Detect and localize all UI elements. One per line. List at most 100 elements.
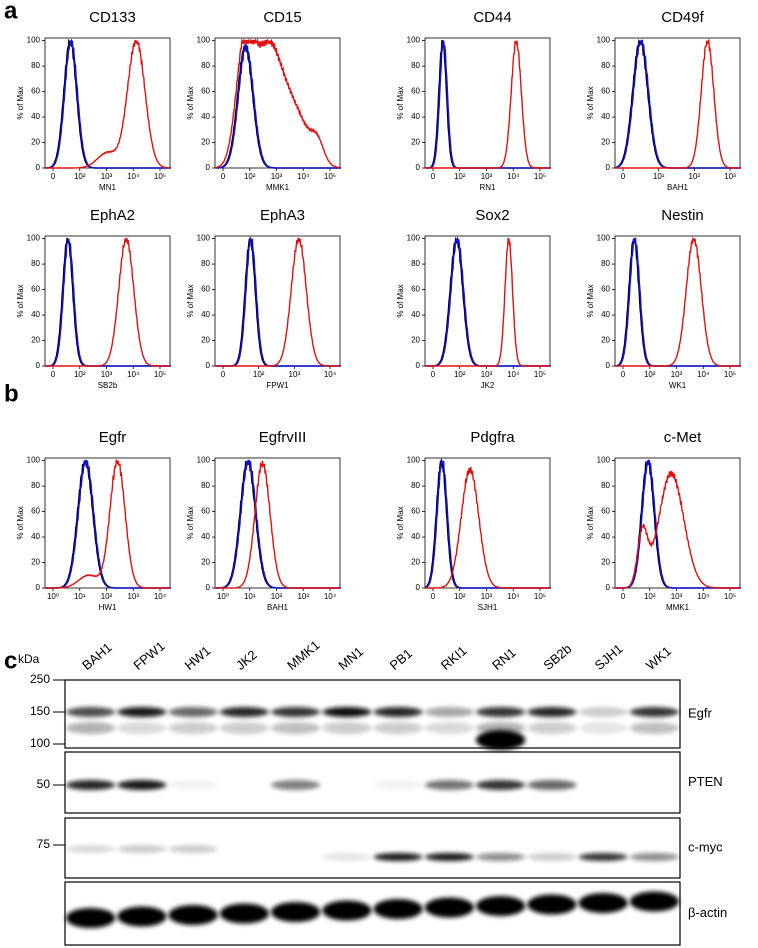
blot-strip xyxy=(64,751,681,814)
y-tick-label: 0 xyxy=(206,163,211,172)
histogram-title: Pdgfra xyxy=(470,429,515,446)
band xyxy=(66,707,116,717)
band xyxy=(629,853,679,861)
band xyxy=(271,722,321,734)
sample-label: BAH1 xyxy=(267,603,288,612)
y-axis-label: % of Max xyxy=(396,506,405,539)
band xyxy=(629,707,679,717)
x-tick-label: 10³ xyxy=(289,370,301,379)
x-tick-label: 10² xyxy=(454,370,466,379)
band xyxy=(476,780,526,790)
band xyxy=(66,722,116,734)
y-tick-label: 60 xyxy=(31,285,40,294)
y-tick-label: 100 xyxy=(407,456,421,465)
band xyxy=(219,707,269,717)
x-tick-label: 10² xyxy=(74,370,86,379)
control-curve xyxy=(425,40,550,169)
x-tick-label: 10⁴ xyxy=(297,172,310,181)
y-tick-label: 100 xyxy=(407,234,421,243)
band-label: Egfr xyxy=(688,705,713,720)
sample-label: MN1 xyxy=(99,183,116,192)
lane-label: BAH1 xyxy=(79,640,115,673)
y-tick-label: 20 xyxy=(201,558,210,567)
y-tick-label: 60 xyxy=(601,507,610,516)
marker-curve xyxy=(425,40,550,169)
x-tick-label: 10² xyxy=(74,172,86,181)
lane-label: MMK1 xyxy=(284,637,322,673)
band xyxy=(168,780,218,790)
x-tick-label: 10⁴ xyxy=(324,370,337,379)
lane-label: WK1 xyxy=(643,643,674,673)
band xyxy=(424,722,474,734)
y-tick-label: 20 xyxy=(411,138,420,147)
x-tick-label: 10⁴ xyxy=(697,592,710,601)
y-tick-label: 0 xyxy=(416,163,421,172)
x-tick-label: 10³ xyxy=(481,172,493,181)
band xyxy=(629,722,679,734)
y-tick-label: 40 xyxy=(31,112,40,121)
y-axis-label: % of Max xyxy=(186,86,195,119)
y-axis-label: % of Max xyxy=(586,284,595,317)
y-tick-label: 60 xyxy=(201,507,210,516)
y-tick-label: 80 xyxy=(31,481,40,490)
band xyxy=(322,853,372,861)
x-tick-label: 10³ xyxy=(481,592,493,601)
band xyxy=(424,853,474,861)
lane-label: JK2 xyxy=(233,647,260,673)
band xyxy=(578,853,628,861)
blot-strip xyxy=(64,817,681,879)
plot-frame xyxy=(214,37,341,169)
x-tick-label: 10² xyxy=(454,592,466,601)
band xyxy=(629,891,679,912)
y-tick-label: 60 xyxy=(411,285,420,294)
y-tick-label: 60 xyxy=(31,87,40,96)
band xyxy=(168,905,218,925)
y-tick-label: 100 xyxy=(27,234,41,243)
lane-label: FPW1 xyxy=(130,638,167,673)
y-tick-label: 0 xyxy=(606,583,611,592)
band xyxy=(66,908,116,928)
band xyxy=(424,780,474,790)
x-tick-label: 10³ xyxy=(481,370,493,379)
mw-label: 50 xyxy=(37,777,51,791)
x-tick-label: 10⁴ xyxy=(507,370,520,379)
x-tick-label: 0 xyxy=(221,370,226,379)
sample-label: SJH1 xyxy=(478,603,498,612)
control-curve xyxy=(45,460,170,589)
mw-label: 75 xyxy=(37,837,51,851)
y-axis-label: % of Max xyxy=(186,284,195,317)
y-tick-label: 100 xyxy=(197,456,211,465)
band xyxy=(219,903,269,924)
plot-frame xyxy=(614,457,741,589)
x-tick-label: 10⁴ xyxy=(127,370,140,379)
y-axis-label: % of Max xyxy=(186,506,195,539)
control-curve xyxy=(425,236,550,367)
y-axis-label: % of Max xyxy=(586,506,595,539)
y-tick-label: 0 xyxy=(416,583,421,592)
x-tick-label: 10¹ xyxy=(653,172,665,181)
band xyxy=(271,707,321,717)
y-tick-label: 0 xyxy=(206,583,211,592)
band xyxy=(476,707,526,717)
lane-label: RN1 xyxy=(489,645,519,673)
y-tick-label: 40 xyxy=(601,310,610,319)
band xyxy=(373,707,423,717)
x-tick-label: 10⁴ xyxy=(324,592,337,601)
control-curve xyxy=(615,460,740,589)
sample-label: WK1 xyxy=(669,381,687,390)
x-tick-label: 0 xyxy=(221,172,226,181)
y-tick-label: 40 xyxy=(411,112,420,121)
isotype-curve xyxy=(425,457,551,589)
plot-frame xyxy=(44,457,171,589)
histogram-title: c-Met xyxy=(664,429,702,446)
y-tick-label: 40 xyxy=(601,112,610,121)
x-tick-label: 10² xyxy=(689,172,701,181)
lane-label: MN1 xyxy=(335,644,366,673)
y-tick-label: 40 xyxy=(201,112,210,121)
band xyxy=(271,780,321,790)
y-axis-label: % of Max xyxy=(16,506,25,539)
plot-frame xyxy=(614,235,741,367)
sample-label: RN1 xyxy=(479,183,496,192)
unit-label: kDa xyxy=(18,652,40,666)
